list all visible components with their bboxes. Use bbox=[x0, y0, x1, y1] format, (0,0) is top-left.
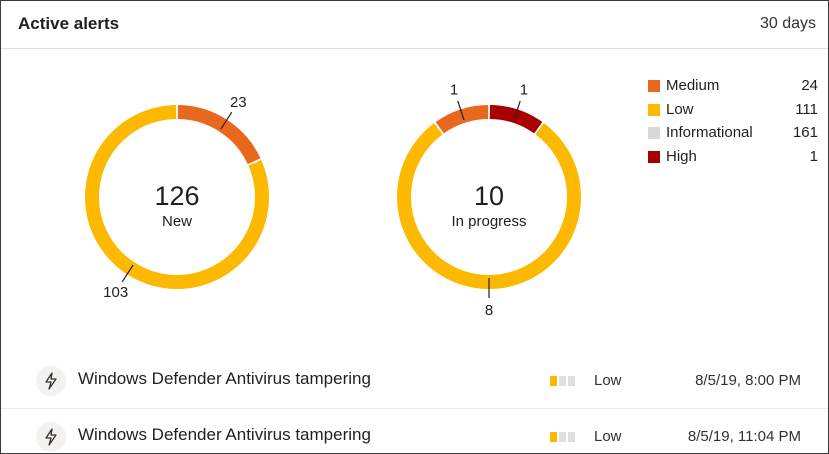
alert-list-item[interactable]: Windows Defender Antivirus tampering Low… bbox=[1, 353, 828, 409]
legend-item-high[interactable]: High 1 bbox=[648, 148, 818, 172]
legend-swatch-low bbox=[648, 103, 660, 116]
alert-timestamp: 8/5/19, 11:04 PM bbox=[687, 428, 801, 445]
legend-count: 24 bbox=[801, 77, 818, 94]
severity-bar-inactive bbox=[559, 376, 566, 386]
lightning-bolt-icon bbox=[36, 422, 66, 452]
severity-bar-inactive bbox=[568, 376, 575, 386]
legend-item-informational[interactable]: Informational 161 bbox=[648, 124, 818, 148]
legend-item-medium[interactable]: Medium 24 bbox=[648, 77, 818, 101]
segment-value-label: 8 bbox=[485, 302, 493, 319]
legend-label: High bbox=[666, 147, 697, 165]
donut-status-label: New bbox=[162, 213, 192, 230]
severity-legend: Medium 24 Low 111 Informational 161 High… bbox=[648, 77, 818, 171]
legend-swatch-medium bbox=[648, 80, 660, 92]
severity-indicator bbox=[550, 376, 577, 386]
severity-bar-active bbox=[550, 376, 557, 386]
segment-leader-line bbox=[513, 100, 521, 121]
legend-count: 111 bbox=[795, 100, 818, 118]
donut-chart-in-progress[interactable]: 1 8 1 10 In progress bbox=[1, 1, 641, 341]
severity-bar-active bbox=[550, 432, 557, 442]
segment-value-label: 1 bbox=[450, 82, 458, 99]
severity-label: Low bbox=[594, 428, 622, 445]
severity-label: Low bbox=[594, 372, 622, 389]
legend-swatch-informational bbox=[648, 127, 660, 139]
donut-total: 10 bbox=[474, 181, 504, 211]
legend-item-low[interactable]: Low 111 bbox=[648, 101, 818, 125]
legend-label: Low bbox=[666, 100, 694, 118]
severity-bar-inactive bbox=[568, 432, 575, 442]
legend-count: 1 bbox=[809, 147, 818, 165]
segment-leader-line bbox=[121, 264, 134, 283]
donut-chart-new[interactable]: 23 103 126 New bbox=[1, 1, 361, 341]
legend-count: 161 bbox=[792, 124, 818, 141]
donut-total: 126 bbox=[154, 181, 199, 211]
legend-label: Informational bbox=[666, 124, 753, 141]
segment-leader-line bbox=[220, 111, 233, 130]
card-header: Active alerts 30 days bbox=[1, 1, 828, 49]
severity-bar-inactive bbox=[559, 432, 566, 442]
legend-swatch-high bbox=[648, 150, 660, 163]
alert-list-item[interactable]: Windows Defender Antivirus tampering Low… bbox=[1, 409, 828, 453]
segment-value-label: 23 bbox=[230, 94, 247, 111]
segment-value-label: 103 bbox=[103, 284, 128, 301]
alert-title[interactable]: Windows Defender Antivirus tampering bbox=[78, 369, 371, 388]
alert-timestamp: 8/5/19, 8:00 PM bbox=[695, 372, 801, 389]
severity-indicator bbox=[550, 432, 577, 442]
lightning-bolt-icon bbox=[36, 366, 66, 396]
donut-status-label: In progress bbox=[451, 213, 526, 230]
time-period-label[interactable]: 30 days bbox=[759, 15, 816, 32]
segment-leader-line bbox=[457, 100, 465, 121]
alert-title[interactable]: Windows Defender Antivirus tampering bbox=[78, 425, 371, 444]
segment-value-label: 1 bbox=[520, 82, 528, 99]
card-title: Active alerts bbox=[18, 14, 120, 33]
legend-label: Medium bbox=[666, 77, 720, 94]
